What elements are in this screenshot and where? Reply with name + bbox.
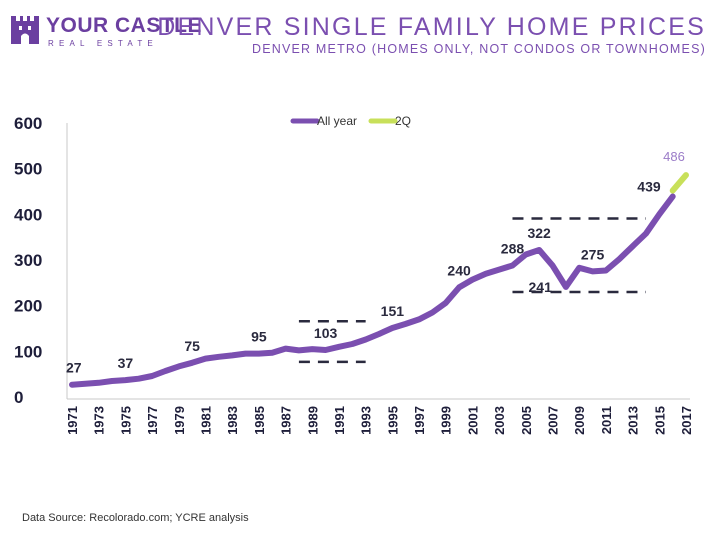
data-label: 288 bbox=[501, 240, 525, 256]
x-tick-label: 2017 bbox=[679, 406, 694, 435]
legend-label-2q: 2Q bbox=[395, 114, 411, 128]
x-tick-label: 1987 bbox=[279, 406, 294, 435]
x-tick-label: 2003 bbox=[492, 406, 507, 435]
chart-title: DENVER SINGLE FAMILY HOME PRICES bbox=[157, 13, 706, 41]
data-label: 151 bbox=[381, 303, 405, 319]
x-tick-label: 1981 bbox=[198, 406, 213, 435]
x-tick-label: 1995 bbox=[385, 406, 400, 435]
x-tick-label: 1983 bbox=[225, 406, 240, 435]
brand-name: YOUR CASTLE bbox=[46, 14, 203, 37]
castle-icon bbox=[11, 16, 39, 44]
x-tick-label: 2013 bbox=[626, 406, 641, 435]
y-tick-label: 400 bbox=[14, 205, 42, 224]
data-label: 37 bbox=[118, 355, 134, 371]
series-line bbox=[669, 172, 689, 194]
x-tick-label: 2009 bbox=[572, 406, 587, 435]
brand-tagline: REAL ESTATE bbox=[48, 39, 158, 48]
x-tick-label: 1971 bbox=[65, 406, 80, 435]
data-label: 75 bbox=[184, 338, 200, 354]
series-lines bbox=[69, 172, 689, 388]
x-tick-label: 1991 bbox=[332, 406, 347, 435]
x-tick-label: 1973 bbox=[92, 406, 107, 435]
x-tick-label: 2015 bbox=[652, 406, 667, 435]
axes bbox=[66, 123, 690, 400]
y-tick-label: 500 bbox=[14, 160, 42, 179]
x-tick-label: 2011 bbox=[599, 406, 614, 434]
y-tick-label: 600 bbox=[14, 114, 42, 133]
data-label: 27 bbox=[66, 360, 82, 376]
x-tick-label: 1999 bbox=[439, 406, 454, 435]
x-tick-label: 1977 bbox=[145, 406, 160, 435]
x-tick-label: 2001 bbox=[465, 406, 480, 435]
data-label: 322 bbox=[527, 225, 551, 241]
legend: All year 2Q bbox=[290, 114, 411, 128]
legend-label-all-year: All year bbox=[317, 114, 357, 128]
data-label: 240 bbox=[447, 262, 471, 278]
data-label: 241 bbox=[529, 279, 553, 295]
x-tick-label: 1979 bbox=[172, 406, 187, 435]
brand-logo: YOUR CASTLE REAL ESTATE bbox=[10, 12, 202, 52]
x-tick-label: 1975 bbox=[118, 406, 133, 435]
y-tick-label: 0 bbox=[14, 388, 23, 407]
data-label: 486 bbox=[663, 149, 685, 164]
data-label: 275 bbox=[581, 246, 605, 262]
data-label: 439 bbox=[637, 179, 661, 195]
x-tick-label: 2007 bbox=[546, 406, 561, 435]
x-tick-label: 1989 bbox=[305, 406, 320, 435]
reference-lines bbox=[298, 217, 646, 364]
chart-subtitle: DENVER METRO (HOMES ONLY, NOT CONDOS OR … bbox=[251, 42, 706, 56]
series-line bbox=[69, 193, 676, 388]
data-label: 95 bbox=[251, 329, 267, 345]
y-tick-label: 200 bbox=[14, 297, 42, 316]
x-tick-label: 1997 bbox=[412, 406, 427, 435]
y-tick-label: 300 bbox=[14, 251, 42, 270]
x-tick-label: 1985 bbox=[252, 406, 267, 435]
data-label: 103 bbox=[314, 325, 338, 341]
data-source-note: Data Source: Recolorado.com; YCRE analys… bbox=[22, 512, 249, 524]
x-tick-label: 1993 bbox=[359, 406, 374, 435]
y-tick-label: 100 bbox=[14, 342, 42, 361]
tick-labels: 0 100 200 300 400 500 600 1971 1973 1975 1977 1979 1… bbox=[14, 114, 694, 435]
x-tick-label: 2005 bbox=[519, 406, 534, 435]
